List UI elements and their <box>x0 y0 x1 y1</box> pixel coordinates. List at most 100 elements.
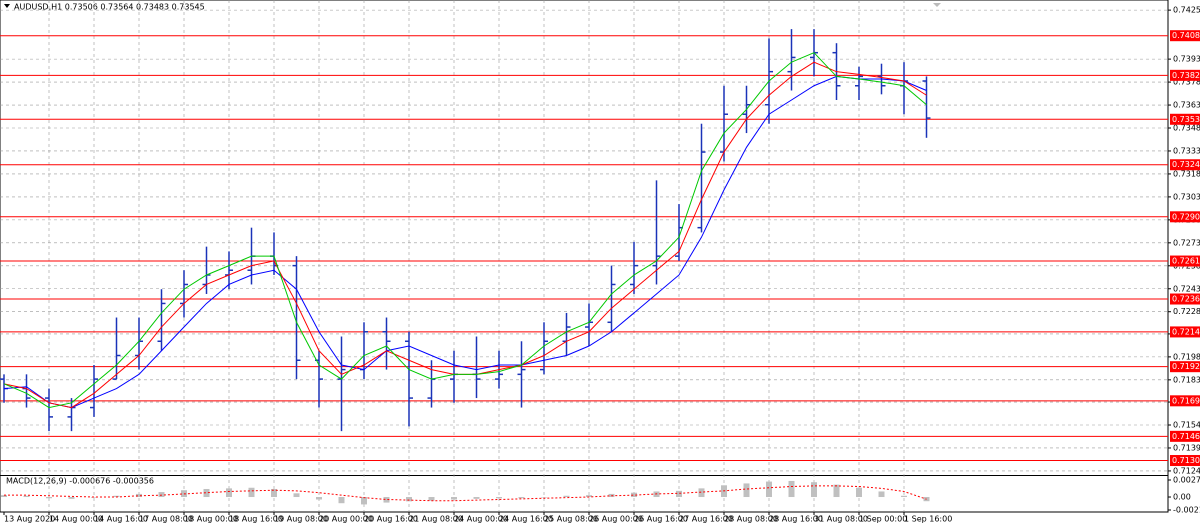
level-label: 0.71308 <box>1172 456 1200 465</box>
moving-average <box>3 75 927 409</box>
x-tick-label: 18 Aug 16:00 <box>229 515 283 524</box>
level-label-box <box>1170 455 1200 467</box>
x-tick-label: 18 Aug 00:00 <box>184 515 238 524</box>
x-tick-label: 21 Aug 08:00 <box>409 515 463 524</box>
level-label-box <box>1170 211 1200 223</box>
macd-bar <box>833 484 840 498</box>
macd-bar <box>1 495 7 498</box>
macd-bar <box>541 497 547 498</box>
x-tick-label: 14 Aug 00:00 <box>49 515 103 524</box>
level-label-box <box>1170 159 1200 171</box>
level-label: 0.74083 <box>1172 31 1200 40</box>
macd-bar <box>23 495 30 498</box>
macd-bar <box>451 497 457 500</box>
level-label-box <box>1170 361 1200 373</box>
x-tick-label: 25 Aug 08:00 <box>544 515 598 524</box>
level-label-box <box>1170 293 1200 305</box>
macd-bar <box>788 480 795 498</box>
macd-bar <box>113 495 120 498</box>
x-tick-label: 1 Sep 16:00 <box>904 515 952 524</box>
macd-bar <box>743 483 750 498</box>
macd-bar <box>383 497 390 503</box>
moving-average <box>3 52 927 409</box>
macd-bar <box>226 488 232 498</box>
x-tick-label: 31 Aug 08:00 <box>814 515 868 524</box>
level-label: 0.73537 <box>1172 115 1200 124</box>
level-label: 0.73824 <box>1172 71 1200 80</box>
x-tick-label: 1 Sep 00:00 <box>859 515 907 524</box>
macd-tick-label: 0.002754 <box>1173 476 1200 485</box>
macd-bar <box>428 497 435 501</box>
macd-bar <box>473 497 480 499</box>
macd-bar <box>878 491 885 498</box>
y-tick-label: 0.71240 <box>1173 466 1200 475</box>
macd-tick-label: -0.002101 <box>1173 506 1200 515</box>
y-tick-label: 0.71835 <box>1173 375 1200 384</box>
macd-bar <box>811 482 817 498</box>
macd-bar <box>676 490 682 498</box>
level-label-box <box>1170 69 1200 81</box>
y-tick-label: 0.71985 <box>1173 352 1200 361</box>
x-tick-label: 28 Aug 16:00 <box>769 515 823 524</box>
macd-bar <box>518 497 525 499</box>
level-label: 0.7324 <box>1172 160 1200 169</box>
macd-bar <box>631 492 637 498</box>
x-tick-label: 17 Aug 08:00 <box>139 515 193 524</box>
chart-title: AUDUSD,H1 0.73506 0.73564 0.73483 0.7354… <box>14 3 205 12</box>
macd-bar <box>248 487 255 498</box>
level-label-box <box>1170 30 1200 42</box>
x-tick-label: 13 Aug 2020 <box>4 515 55 524</box>
macd-bar <box>496 497 502 499</box>
macd-bar <box>158 492 165 498</box>
x-tick-label: 26 Aug 00:00 <box>589 515 643 524</box>
macd-bar <box>293 493 300 498</box>
x-tick-label: 26 Aug 16:00 <box>634 515 688 524</box>
macd-tick-label: 0.00 <box>1173 493 1191 502</box>
x-tick-label: 24 Aug 16:00 <box>499 515 553 524</box>
macd-signal <box>4 485 927 502</box>
macd-bar <box>46 497 52 499</box>
x-tick-label: 19 Aug 08:00 <box>274 515 328 524</box>
macd-bar <box>68 497 75 499</box>
macd-bar <box>766 481 772 498</box>
macd-bar <box>316 497 322 500</box>
plot-frame <box>0 0 1169 513</box>
macd-bar <box>698 488 705 498</box>
level-label-box <box>1170 430 1200 442</box>
level-label: 0.72363 <box>1172 295 1200 304</box>
level-label: 0.71921 <box>1172 362 1200 371</box>
macd-bar <box>271 488 277 498</box>
x-tick-label: 20 Aug 00:00 <box>319 515 373 524</box>
level-label: 0.71698 <box>1172 396 1200 405</box>
macd-bar <box>203 488 210 498</box>
level-label: 0.71466 <box>1172 432 1200 441</box>
macd-bar <box>136 493 142 498</box>
level-label: 0.72611 <box>1172 257 1200 266</box>
level-label-box <box>1170 255 1200 267</box>
x-tick-label: 14 Aug 16:00 <box>94 515 148 524</box>
macd-label: MACD(12,26,9) -0.000676 -0.000356 <box>6 477 154 486</box>
shift-marker <box>933 3 941 7</box>
macd-bar <box>856 487 862 498</box>
macd-bar <box>901 495 907 498</box>
level-label: 0.72148 <box>1172 327 1200 336</box>
x-tick-label: 20 Aug 16:00 <box>364 515 418 524</box>
menu-triangle[interactable] <box>4 4 10 8</box>
x-tick-label: 27 Aug 16:00 <box>679 515 733 524</box>
level-label-box <box>1170 113 1200 125</box>
